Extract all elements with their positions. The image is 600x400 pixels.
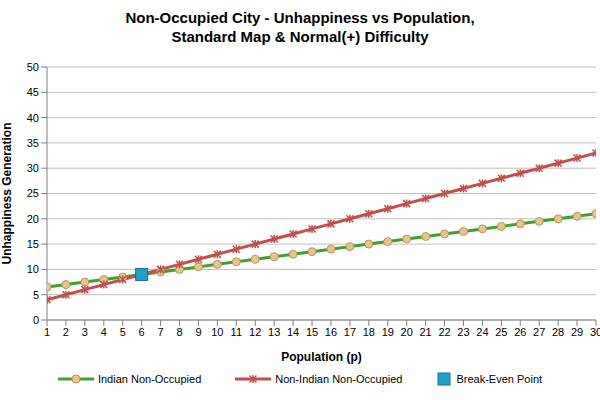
svg-text:10: 10: [27, 263, 39, 275]
svg-text:30: 30: [590, 326, 592, 338]
svg-text:27: 27: [533, 326, 545, 338]
svg-text:11: 11: [231, 326, 242, 338]
svg-text:4: 4: [101, 326, 107, 338]
html-text:Break-Even Point: Break-Even Point: [456, 373, 543, 385]
svg-text:12: 12: [249, 326, 261, 338]
svg-text:40: 40: [27, 112, 39, 124]
svg-text:2: 2: [63, 326, 69, 338]
svg-text:15: 15: [27, 238, 39, 250]
svg-text:Unhappiness Generation: Unhappiness Generation: [8, 122, 14, 264]
svg-text:18: 18: [363, 326, 375, 338]
svg-text:6: 6: [139, 326, 145, 338]
svg-text:28: 28: [552, 326, 564, 338]
svg-text:26: 26: [514, 326, 526, 338]
svg-text:30: 30: [27, 162, 39, 174]
svg-text:25: 25: [27, 187, 39, 199]
svg-text:16: 16: [325, 326, 337, 338]
html-text:Indian Non-Occupied: Indian Non-Occupied: [97, 373, 202, 385]
html-text:Non-Occupied City - Unhappines: Non-Occupied City - Unhappiness vs Popul…: [125, 9, 475, 26]
svg-text:25: 25: [495, 326, 507, 338]
svg-text:45: 45: [27, 86, 39, 98]
svg-text:10: 10: [211, 326, 223, 338]
svg-text:7: 7: [158, 326, 164, 338]
svg-text:20: 20: [27, 213, 39, 225]
svg-text:8: 8: [176, 326, 182, 338]
svg-text:Population (p): Population (p): [281, 350, 362, 364]
svg-text:13: 13: [268, 326, 280, 338]
svg-text:0: 0: [33, 314, 39, 326]
svg-text:19: 19: [382, 326, 394, 338]
svg-text:5: 5: [33, 289, 39, 301]
svg-text:21: 21: [419, 326, 431, 338]
svg-text:1: 1: [44, 326, 50, 338]
html-text:Standard Map & Normal(+) Diffi: Standard Map & Normal(+) Difficulty: [171, 28, 429, 45]
svg-text:24: 24: [476, 326, 488, 338]
svg-text:22: 22: [438, 326, 450, 338]
svg-text:20: 20: [401, 326, 413, 338]
html-text:Non-Indian Non-Occupied: Non-Indian Non-Occupied: [275, 373, 403, 385]
svg-text:5: 5: [120, 326, 126, 338]
svg-text:35: 35: [27, 137, 39, 149]
svg-text:50: 50: [27, 61, 39, 73]
svg-text:29: 29: [571, 326, 583, 338]
svg-text:3: 3: [82, 326, 88, 338]
svg-text:14: 14: [287, 326, 299, 338]
svg-text:15: 15: [306, 326, 318, 338]
svg-text:9: 9: [195, 326, 201, 338]
svg-text:17: 17: [344, 326, 356, 338]
svg-text:23: 23: [457, 326, 469, 338]
